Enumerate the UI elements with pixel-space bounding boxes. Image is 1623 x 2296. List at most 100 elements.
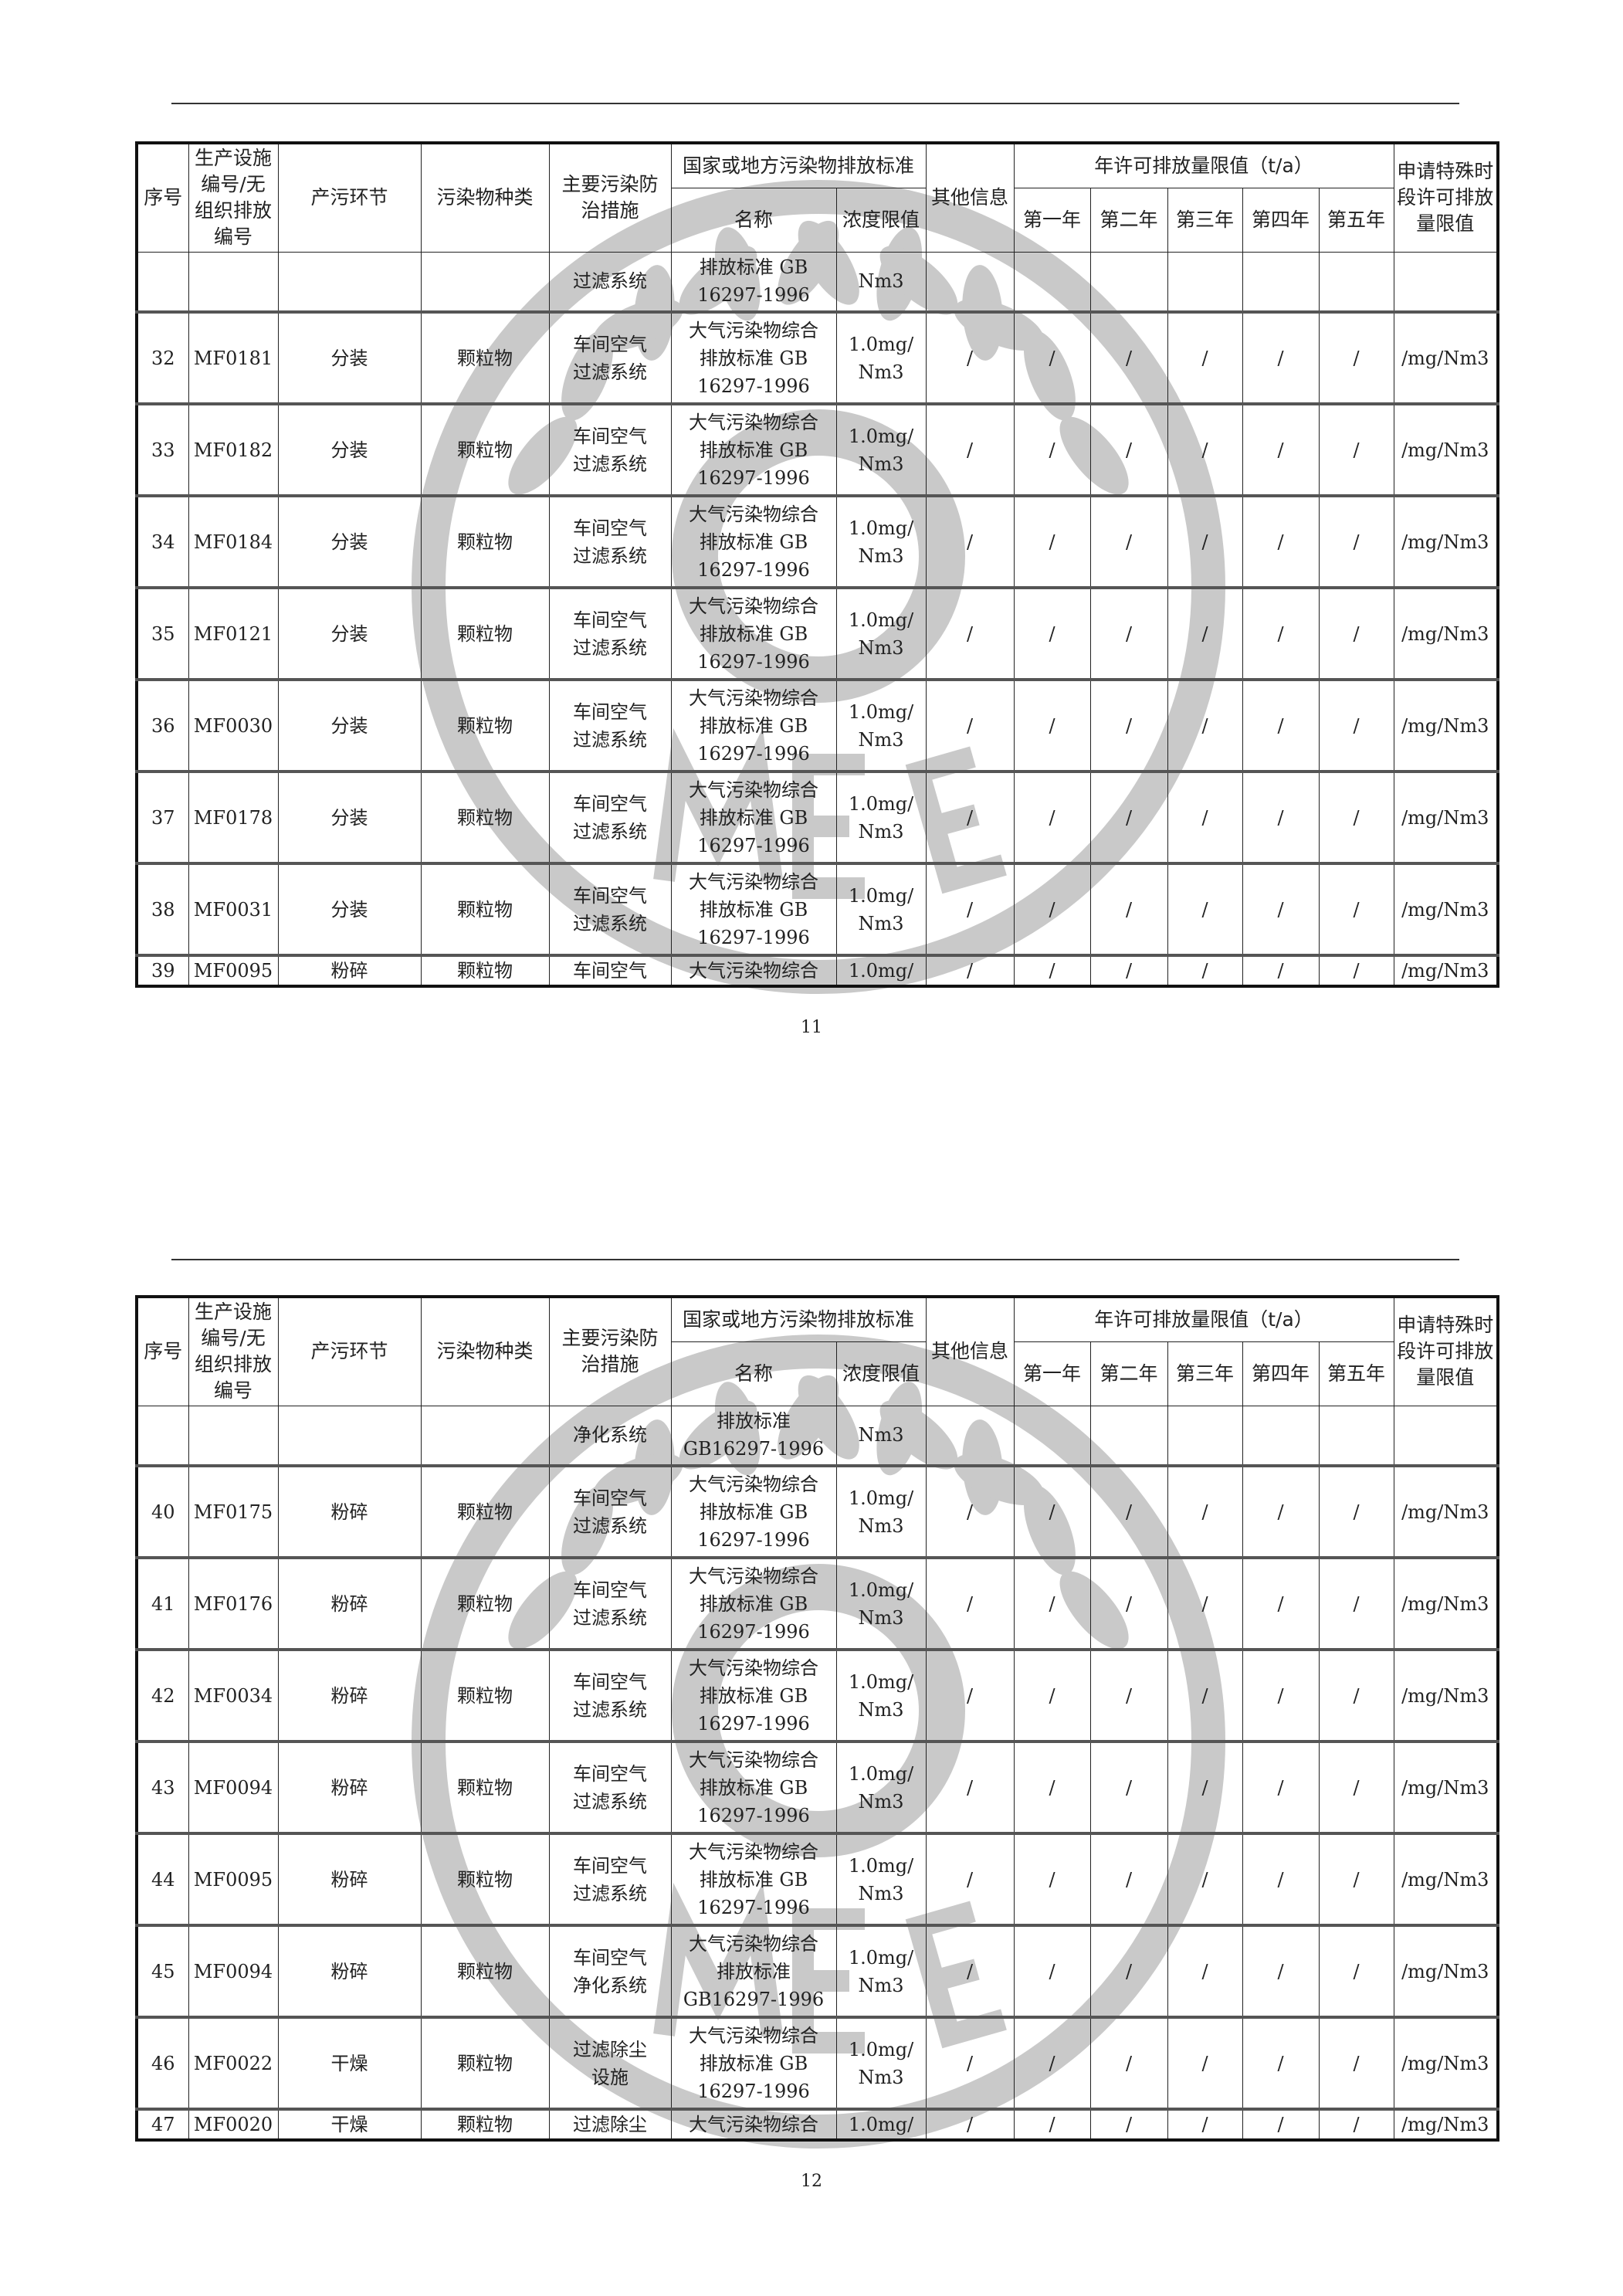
page-number: 11 (801, 1018, 822, 1037)
table-row: 36 MF0030 分装 颗粒物 车间空气 过滤系统 大气污染物综合 排放标准 GB 16… (136, 678, 1499, 772)
other-info: / (925, 1464, 1015, 1558)
pollutant-type: 颗粒物 (420, 1556, 550, 1650)
year-5-limit: / (1318, 1648, 1394, 1742)
row-number: 34 (136, 494, 189, 588)
control-measure: 车间空气 净化系统 (548, 1924, 672, 2018)
facility-code: MF0184 (188, 494, 279, 588)
year-5-limit: / (1318, 770, 1394, 864)
other-info: / (925, 1740, 1015, 1834)
year-5-limit (1318, 1405, 1394, 1467)
header-control-measure: 主要污染防 治措施 (548, 142, 672, 253)
facility-code: MF0176 (188, 1556, 279, 1650)
concentration-limit: 1.0mg/ (835, 2108, 927, 2141)
page-header-rule (171, 103, 1459, 104)
concentration-limit: 1.0mg/ Nm3 (835, 1740, 927, 1834)
year-1-limit: / (1013, 1832, 1091, 1926)
special-period-limit: /mg/Nm3 (1393, 1832, 1499, 1926)
pollutant-type: 颗粒物 (420, 678, 550, 772)
header-year-4: 第四年 (1242, 1341, 1320, 1406)
page-number: 12 (801, 2172, 822, 2191)
pollution-stage: 分装 (277, 494, 422, 588)
year-3-limit: / (1167, 2108, 1243, 2141)
facility-code: MF0094 (188, 1924, 279, 2018)
row-number: 33 (136, 402, 189, 497)
facility-code: MF0022 (188, 2016, 279, 2110)
year-2-limit: / (1089, 954, 1168, 987)
other-info: / (925, 1924, 1015, 2018)
year-4-limit: / (1242, 1924, 1320, 2018)
year-2-limit: / (1089, 2108, 1168, 2141)
control-measure: 过滤除尘 设施 (548, 2016, 672, 2110)
control-measure: 车间空气 过滤系统 (548, 1832, 672, 1926)
pollution-stage: 粉碎 (277, 1464, 422, 1558)
year-4-limit: / (1242, 770, 1320, 864)
facility-code: MF0034 (188, 1648, 279, 1742)
table-row: 41 MF0176 粉碎 颗粒物 车间空气 过滤系统 大气污染物综合 排放标准 GB 16… (136, 1556, 1499, 1650)
header-standard-name: 名称 (670, 187, 837, 253)
year-4-limit: / (1242, 1740, 1320, 1834)
standard-name: 大气污染物综合 (670, 954, 837, 987)
year-3-limit (1167, 1405, 1243, 1467)
year-5-limit: / (1318, 1464, 1394, 1558)
pollutant-type: 颗粒物 (420, 954, 550, 987)
table-row: 37 MF0178 分装 颗粒物 车间空气 过滤系统 大气污染物综合 排放标准 GB 16… (136, 770, 1499, 864)
year-1-limit: / (1013, 1740, 1091, 1834)
standard-name: 大气污染物综合 排放标准 GB 16297-1996 (670, 770, 837, 864)
year-3-limit: / (1167, 770, 1243, 864)
pollutant-type: 颗粒物 (420, 2108, 550, 2141)
standard-name: 大气污染物综合 排放标准 GB 16297-1996 (670, 2016, 837, 2110)
header-year-3: 第三年 (1167, 1341, 1243, 1406)
control-measure: 车间空气 过滤系统 (548, 862, 672, 956)
header-row-number: 序号 (136, 1296, 189, 1406)
concentration-limit: 1.0mg/ Nm3 (835, 494, 927, 588)
year-2-limit: / (1089, 1464, 1168, 1558)
pollutant-type: 颗粒物 (420, 494, 550, 588)
special-period-limit: /mg/Nm3 (1393, 310, 1499, 405)
row-number: 47 (136, 2108, 189, 2141)
special-period-limit: /mg/Nm3 (1393, 678, 1499, 772)
year-2-limit: / (1089, 310, 1168, 405)
year-1-limit: / (1013, 954, 1091, 987)
control-measure: 车间空气 过滤系统 (548, 1740, 672, 1834)
standard-name: 大气污染物综合 (670, 2108, 837, 2141)
year-1-limit: / (1013, 586, 1091, 680)
header-other-info: 其他信息 (925, 1296, 1015, 1406)
standard-name: 大气污染物综合 排放标准 GB 16297-1996 (670, 494, 837, 588)
header-row: 名称 浓度限值 第一年 第二年 第三年 第四年 第五年 (137, 187, 1498, 253)
row-number: 43 (136, 1740, 189, 1834)
special-period-limit: /mg/Nm3 (1393, 586, 1499, 680)
header-row-number: 序号 (136, 142, 189, 253)
other-info: / (925, 954, 1015, 987)
year-2-limit: / (1089, 1832, 1168, 1926)
header-year-2: 第二年 (1089, 187, 1168, 253)
header-row: 序号 生产设施 编号/无 组织排放 编号 产污环节 污染物种类 主要污染防 治措施 国家或… (136, 1296, 1499, 1406)
header-year-3: 第三年 (1167, 187, 1243, 253)
year-1-limit: / (1013, 2016, 1091, 2110)
year-1-limit: / (1013, 1464, 1091, 1558)
pollutant-type: 颗粒物 (420, 770, 550, 864)
other-info: / (925, 494, 1015, 588)
year-5-limit: / (1318, 954, 1394, 987)
year-3-limit: / (1167, 1464, 1243, 1558)
year-1-limit: / (1013, 2108, 1091, 2141)
header-row: 序号 生产设施 编号/无 组织排放 编号 产污环节 污染物种类 主要污染防 治措施 国家或… (136, 142, 1499, 253)
year-2-limit: / (1089, 2016, 1168, 2110)
pollution-stage: 分装 (277, 310, 422, 405)
standard-name: 大气污染物综合 排放标准 GB16297-1996 (670, 1924, 837, 2018)
year-3-limit: / (1167, 2016, 1243, 2110)
year-1-limit: / (1013, 310, 1091, 405)
control-measure: 车间空气 (548, 954, 672, 987)
year-4-limit: / (1242, 954, 1320, 987)
year-4-limit: / (1242, 2016, 1320, 2110)
pollution-stage (277, 1405, 422, 1467)
table-row: 44 MF0095 粉碎 颗粒物 车间空气 过滤系统 大气污染物综合 排放标准 GB 16… (136, 1832, 1499, 1926)
table-row: 32 MF0181 分装 颗粒物 车间空气 过滤系统 大气污染物综合 排放标准 GB 16… (136, 310, 1499, 405)
standard-name: 大气污染物综合 排放标准 GB 16297-1996 (670, 1740, 837, 1834)
other-info: / (925, 770, 1015, 864)
year-3-limit: / (1167, 402, 1243, 497)
year-4-limit: / (1242, 586, 1320, 680)
year-4-limit (1242, 251, 1320, 313)
special-period-limit: /mg/Nm3 (1393, 954, 1499, 987)
control-measure: 车间空气 过滤系统 (548, 586, 672, 680)
year-4-limit: / (1242, 1832, 1320, 1926)
